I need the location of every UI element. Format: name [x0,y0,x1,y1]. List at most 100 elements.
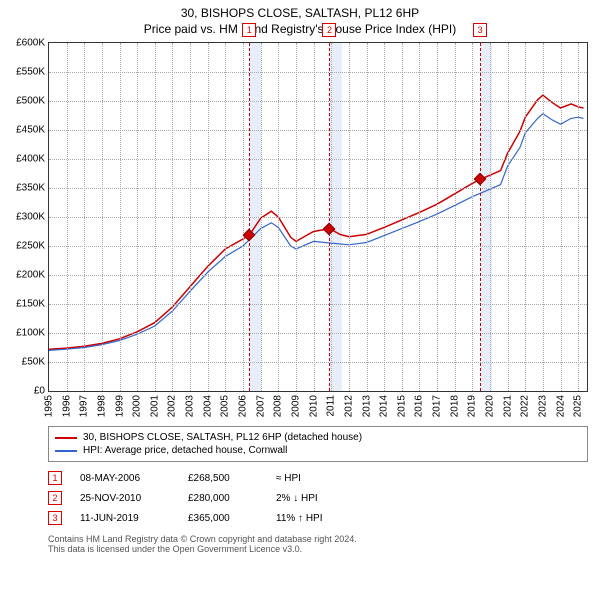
gridline-vertical [261,43,262,391]
gridline-horizontal [49,130,587,131]
legend-item: 30, BISHOPS CLOSE, SALTASH, PL12 6HP (de… [55,431,581,444]
gridline-vertical [455,43,456,391]
x-axis-tick-label: 2008 [273,395,284,417]
gridline-vertical [120,43,121,391]
gridline-vertical [508,43,509,391]
gridline-vertical [349,43,350,391]
gridline-vertical [84,43,85,391]
footnote: Contains HM Land Registry data © Crown c… [48,534,588,554]
chart-subtitle: Price paid vs. HM Land Registry's House … [0,20,600,42]
gridline-vertical [155,43,156,391]
footnote-line-2: This data is licensed under the Open Gov… [48,544,588,554]
gridline-horizontal [49,246,587,247]
legend-label: 30, BISHOPS CLOSE, SALTASH, PL12 6HP (de… [83,432,362,443]
gridline-horizontal [49,362,587,363]
y-axis-tick-label: £400K [16,154,45,165]
x-axis-tick-label: 1998 [96,395,107,417]
gridline-vertical [384,43,385,391]
x-axis-tick-label: 2014 [379,395,390,417]
legend-label: HPI: Average price, detached house, Corn… [83,445,287,456]
gridline-vertical [490,43,491,391]
event-relative-hpi: 11% ↑ HPI [276,513,366,524]
x-axis-tick-label: 1997 [79,395,90,417]
x-axis-tick-label: 2010 [308,395,319,417]
event-relative-hpi: 2% ↓ HPI [276,493,366,504]
y-axis-tick-label: £50K [22,357,45,368]
gridline-vertical [296,43,297,391]
gridline-vertical [331,43,332,391]
gridline-vertical [172,43,173,391]
gridline-vertical [419,43,420,391]
x-axis-tick-label: 1996 [61,395,72,417]
event-relative-hpi: ≈ HPI [276,473,366,484]
gridline-vertical [402,43,403,391]
event-number-box: 2 [322,23,336,37]
gridline-vertical [314,43,315,391]
gridline-vertical [208,43,209,391]
legend-swatch [55,437,77,439]
y-axis-tick-label: £450K [16,125,45,136]
gridline-vertical [437,43,438,391]
gridline-horizontal [49,101,587,102]
gridline-vertical [561,43,562,391]
gridline-horizontal [49,72,587,73]
footnote-line-1: Contains HM Land Registry data © Crown c… [48,534,588,544]
gridline-horizontal [49,159,587,160]
event-number-box: 2 [48,491,62,505]
event-date: 25-NOV-2010 [80,493,170,504]
gridline-horizontal [49,217,587,218]
event-price: £280,000 [188,493,258,504]
event-number-box: 1 [242,23,256,37]
chart-title: 30, BISHOPS CLOSE, SALTASH, PL12 6HP [0,0,600,20]
x-axis-tick-label: 2022 [520,395,531,417]
y-axis-tick-label: £300K [16,212,45,223]
x-axis-tick-label: 2002 [167,395,178,417]
series-line-price_paid [49,95,584,349]
x-axis-tick-label: 2009 [290,395,301,417]
gridline-vertical [190,43,191,391]
y-axis-tick-label: £550K [16,67,45,78]
events-table: 108-MAY-2006£268,500≈ HPI225-NOV-2010£28… [48,468,588,528]
x-axis-tick-label: 2017 [432,395,443,417]
y-axis-tick-label: £150K [16,299,45,310]
event-price: £365,000 [188,513,258,524]
event-detail-row: 108-MAY-2006£268,500≈ HPI [48,468,588,488]
x-axis-tick-label: 2007 [255,395,266,417]
x-axis-tick-label: 2016 [414,395,425,417]
x-axis-tick-label: 2003 [185,395,196,417]
x-axis-tick-label: 2000 [132,395,143,417]
event-number-box: 3 [473,23,487,37]
x-axis-tick-label: 2011 [326,395,337,417]
event-number-box: 1 [48,471,62,485]
event-number-box: 3 [48,511,62,525]
gridline-vertical [578,43,579,391]
event-detail-row: 3 11-JUN-2019 £365,000 11% ↑ HPI [48,508,588,528]
x-axis-tick-label: 2021 [502,395,513,417]
event-date: 11-JUN-2019 [80,513,170,524]
gridline-vertical [67,43,68,391]
event-detail-row: 2 25-NOV-2010 £280,000 2% ↓ HPI [48,488,588,508]
gridline-vertical [543,43,544,391]
gridline-vertical [472,43,473,391]
y-axis-tick-label: £100K [16,328,45,339]
x-axis-tick-label: 2019 [467,395,478,417]
y-axis-tick-label: £600K [16,38,45,49]
x-axis-tick-label: 2024 [555,395,566,417]
gridline-horizontal [49,275,587,276]
y-axis-tick-label: £500K [16,96,45,107]
x-axis-tick-label: 2023 [537,395,548,417]
y-axis-tick-label: £350K [16,183,45,194]
x-axis-tick-label: 2013 [361,395,372,417]
x-axis-tick-label: 2020 [484,395,495,417]
event-date: 08-MAY-2006 [80,473,170,484]
legend-item: HPI: Average price, detached house, Corn… [55,444,581,457]
gridline-vertical [225,43,226,391]
gridline-vertical [367,43,368,391]
legend-swatch [55,450,77,452]
gridline-horizontal [49,188,587,189]
x-axis-tick-label: 1995 [44,395,55,417]
x-axis-tick-label: 2012 [343,395,354,417]
event-line [480,43,481,391]
x-axis-tick-label: 2015 [396,395,407,417]
x-axis-tick-label: 1999 [114,395,125,417]
